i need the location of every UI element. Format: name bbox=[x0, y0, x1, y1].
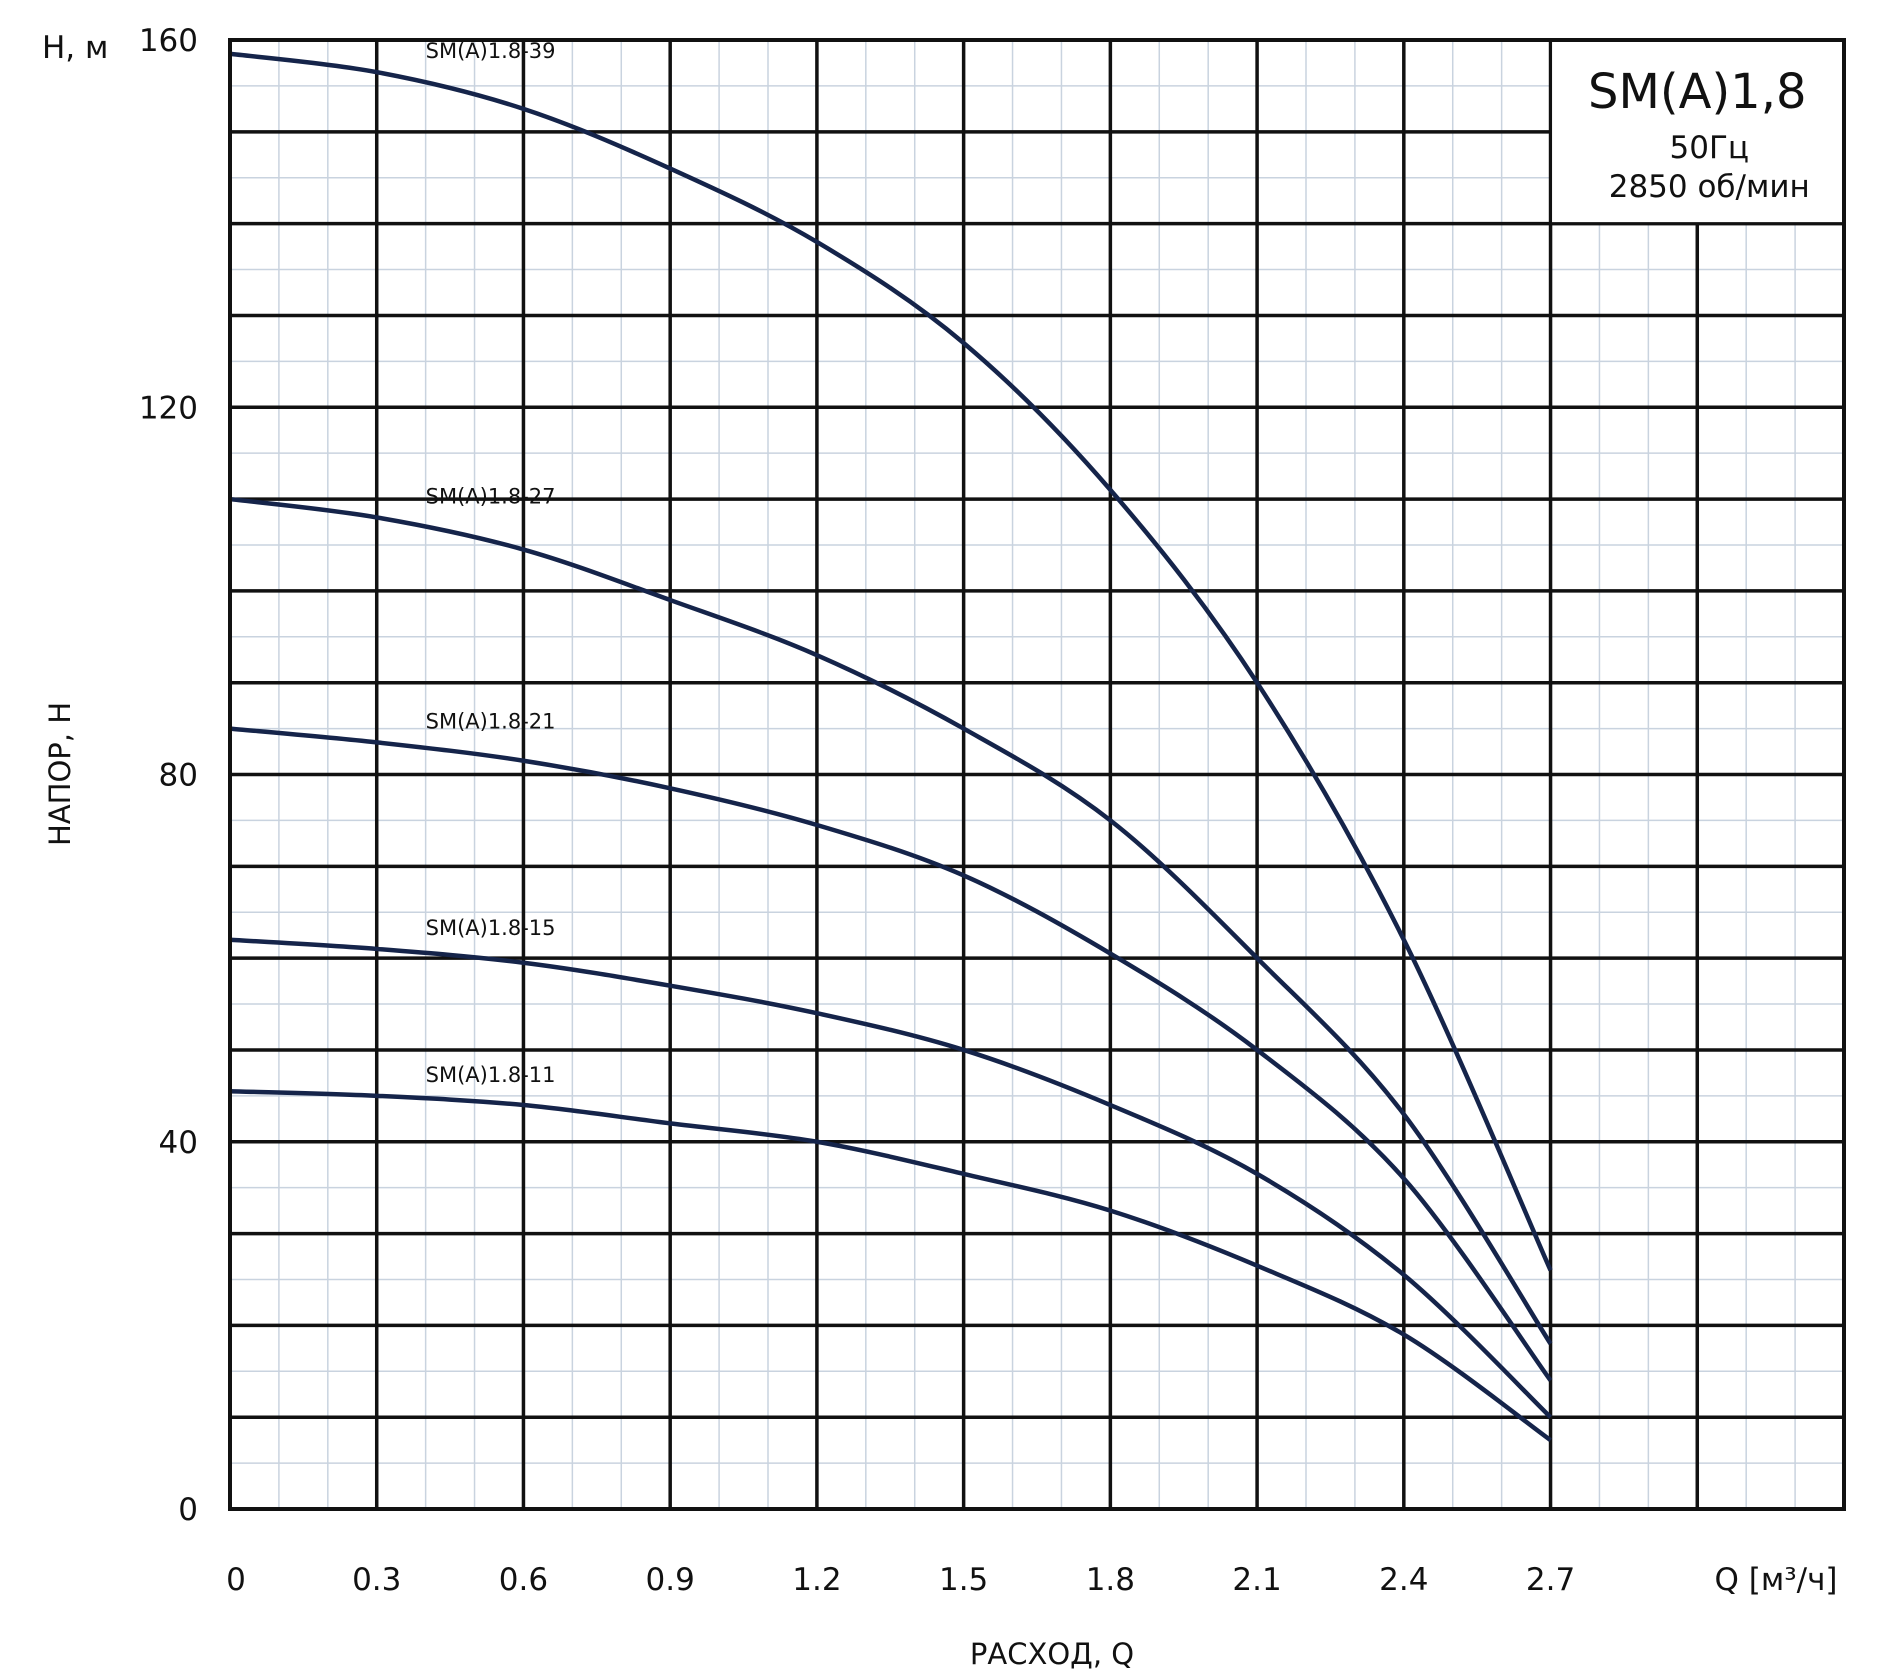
y-tick-label: 80 bbox=[159, 758, 198, 794]
series-label: SM(A)1.8-11 bbox=[426, 1063, 556, 1087]
series-line bbox=[229, 51, 1553, 1272]
x-tick-label: 0.3 bbox=[352, 1562, 401, 1598]
series-line bbox=[229, 726, 1553, 1382]
series-line bbox=[229, 937, 1553, 1419]
x-tick-label: 2.7 bbox=[1526, 1562, 1575, 1598]
series-label: SM(A)1.8-21 bbox=[426, 709, 556, 733]
series-label: SM(A)1.8-15 bbox=[426, 916, 556, 940]
x-tick-label: 0.9 bbox=[646, 1562, 695, 1598]
x-tick-label: 0 bbox=[226, 1562, 246, 1598]
x-tick-label: 1.2 bbox=[792, 1562, 841, 1598]
major-grid bbox=[228, 38, 1846, 1511]
series-label: SM(A)1.8-39 bbox=[426, 39, 556, 63]
y-axis-label: НАПОР, Н bbox=[43, 702, 77, 846]
legend-speed: 2850 об/мин bbox=[1609, 169, 1810, 205]
y-tick-label: 160 bbox=[139, 23, 198, 59]
y-tick-label: 0 bbox=[178, 1492, 198, 1528]
curves bbox=[229, 51, 1553, 1442]
series-line bbox=[229, 496, 1553, 1345]
legend-model: SM(A)1,8 bbox=[1588, 64, 1807, 120]
x-tick-label: 1.5 bbox=[939, 1562, 988, 1598]
x-tick-labels: 0 0.3 0.6 0.9 1.2 1.5 1.8 2.1 2.4 2.7 bbox=[226, 1562, 1575, 1598]
x-tick-label: 2.4 bbox=[1379, 1562, 1428, 1598]
x-tick-label: 1.8 bbox=[1086, 1562, 1135, 1598]
y-unit-label: Н, м bbox=[42, 30, 108, 66]
x-tick-label: 2.1 bbox=[1232, 1562, 1281, 1598]
y-tick-label: 120 bbox=[139, 390, 198, 426]
series-line bbox=[229, 1089, 1552, 1442]
y-tick-labels: 0 40 80 120 160 bbox=[139, 23, 198, 1528]
curve-labels: SM(A)1.8-39 SM(A)1.8-27 SM(A)1.8-21 SM(A)1.… bbox=[426, 39, 556, 1087]
x-unit-label: Q [м³/ч] bbox=[1714, 1562, 1837, 1598]
plot-border bbox=[228, 38, 1846, 1511]
legend-frequency: 50Гц bbox=[1670, 130, 1749, 166]
series-label: SM(A)1.8-27 bbox=[426, 484, 556, 508]
legend-box: SM(A)1,8 50Гц 2850 об/мин bbox=[1549, 38, 1846, 226]
x-axis-label: РАСХОД, Q bbox=[970, 1637, 1134, 1671]
x-tick-label: 0.6 bbox=[499, 1562, 548, 1598]
y-tick-label: 40 bbox=[159, 1125, 198, 1161]
